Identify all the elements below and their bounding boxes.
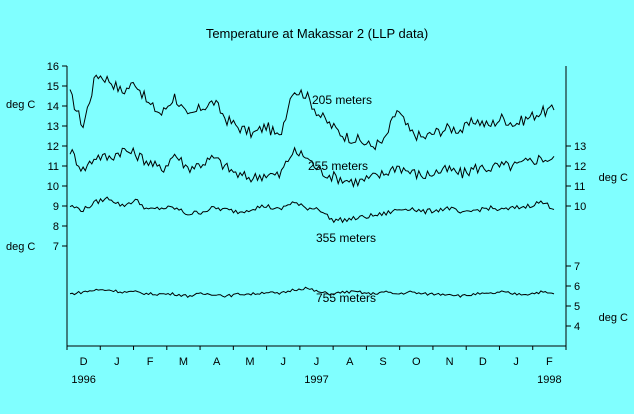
x-month-label: F: [147, 356, 154, 368]
left-tick-label: 10: [47, 181, 59, 193]
left-unit-label: deg C: [6, 241, 35, 253]
right-tick-label: 5: [574, 301, 580, 313]
series-line-755-meters: [69, 286, 555, 298]
left-tick-label: 13: [47, 121, 59, 133]
right-tick-label: 7: [574, 261, 580, 273]
x-year-label: 1996: [71, 374, 95, 386]
x-month-label: S: [379, 356, 386, 368]
right-tick-label: 11: [574, 181, 585, 193]
labels-layer: 16 15 14 13 12 11 10 9 8 7 13 12 11 10 7 6 5 4 deg C deg C d…: [6, 61, 628, 386]
x-month-label: A: [213, 356, 221, 368]
chart-title: Temperature at Makassar 2 (LLP data): [206, 26, 428, 41]
axes: [62, 65, 571, 350]
right-tick-label: 10: [574, 201, 586, 213]
series-label: 755 meters: [316, 291, 376, 305]
right-tick-label: 4: [574, 321, 580, 333]
x-month-label: F: [546, 356, 553, 368]
series-label: 355 meters: [316, 231, 376, 245]
x-month-label: M: [179, 356, 188, 368]
left-tick-label: 16: [47, 61, 59, 73]
series-line-355-meters: [69, 196, 555, 224]
left-tick-label: 15: [47, 81, 59, 93]
right-unit-label: deg C: [599, 312, 628, 324]
x-month-label: D: [479, 356, 487, 368]
left-tick-label: 8: [53, 221, 59, 233]
x-month-label: D: [80, 356, 88, 368]
series-layer: [69, 74, 555, 298]
series-label: 205 meters: [312, 93, 372, 107]
right-tick-label: 12: [574, 161, 586, 173]
series-line-205-meters: [69, 74, 555, 151]
right-tick-label: 13: [574, 141, 586, 153]
left-tick-label: 7: [53, 241, 59, 253]
x-month-label: A: [346, 356, 354, 368]
left-unit-label: deg C: [6, 99, 35, 111]
x-month-label: N: [446, 356, 454, 368]
left-tick-label: 9: [53, 201, 59, 213]
right-unit-label: deg C: [599, 172, 628, 184]
series-label: 255 meters: [308, 159, 368, 173]
left-tick-label: 12: [47, 141, 59, 153]
x-month-label: M: [245, 356, 254, 368]
x-month-label: J: [114, 356, 120, 368]
series-line-255-meters: [69, 146, 555, 189]
x-month-label: J: [280, 356, 286, 368]
left-tick-label: 11: [48, 161, 59, 173]
left-tick-label: 14: [47, 101, 59, 113]
x-month-label: J: [513, 356, 519, 368]
x-year-label: 1998: [537, 374, 561, 386]
x-month-label: J: [314, 356, 320, 368]
x-year-label: 1997: [304, 374, 328, 386]
x-month-label: O: [412, 356, 421, 368]
right-tick-label: 6: [574, 281, 580, 293]
